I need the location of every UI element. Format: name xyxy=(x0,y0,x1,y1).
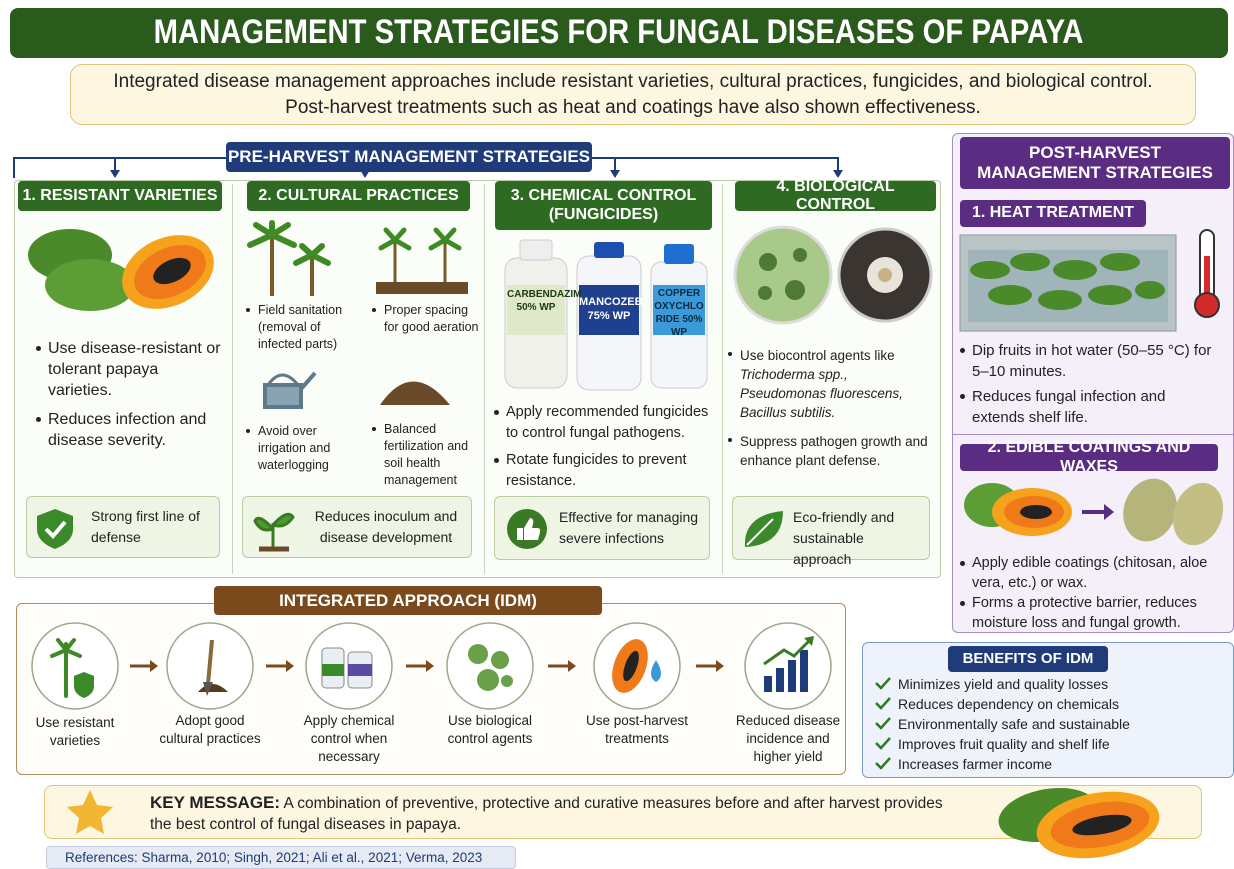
footer-box: Eco-friendly and sustainable approach xyxy=(732,496,930,560)
bullet-text: Reduces fungal infection and extends she… xyxy=(972,388,1165,426)
bullet-text: Apply recommended fungicides to control … xyxy=(506,404,708,441)
bullet-dot xyxy=(494,410,499,415)
practice-text: Balanced fertilization and soil health m… xyxy=(384,422,468,487)
sprout-icon xyxy=(255,507,256,508)
bullet-text: Reduces infection and disease severity. xyxy=(48,411,206,449)
bullet: Use biocontrol agents like Trichoderma s… xyxy=(726,346,936,422)
divider xyxy=(484,184,485,574)
bullet: Rotate fungicides to prevent resistance. xyxy=(492,450,714,492)
papaya-illustration xyxy=(0,0,1,1)
bullet-dot xyxy=(728,438,732,442)
bullet: Apply edible coatings (chitosan, aloe ve… xyxy=(958,553,1218,593)
idm-step: Apply chemical control when necessary xyxy=(292,712,406,766)
bullet-dot xyxy=(960,348,965,353)
footer-text: Eco-friendly and sustainable approach xyxy=(793,507,925,570)
idm-panel xyxy=(16,603,846,775)
practice-text: Avoid over irrigation and waterlogging xyxy=(258,424,330,472)
title: MANAGEMENT STRATEGIES FOR FUNGAL DISEASE… xyxy=(154,13,1084,52)
agents: Trichoderma spp., Pseudomonas fluorescen… xyxy=(740,367,903,420)
section-title: 2. EDIBLE COATINGS AND WAXES xyxy=(960,444,1218,471)
benefit: Reduces dependency on chemicals xyxy=(898,694,1130,714)
leaf-icon xyxy=(743,509,744,510)
page: MANAGEMENT STRATEGIES FOR FUNGAL DISEASE… xyxy=(0,0,1234,869)
benefits-title: BENEFITS OF IDM xyxy=(948,646,1108,672)
footer-box: Strong first line of defense xyxy=(26,496,220,558)
bullet-text: Dip fruits in hot water (50–55 °C) for 5… xyxy=(972,342,1211,380)
bullet-text: Suppress pathogen growth and enhance pla… xyxy=(740,434,928,468)
shield-icon xyxy=(37,509,38,510)
column-title: 4. BIOLOGICAL CONTROL xyxy=(735,181,936,211)
section-title: 1. HEAT TREATMENT xyxy=(960,200,1146,227)
footer-box: Effective for managing severe infections xyxy=(494,496,710,560)
bullet-text: Rotate fungicides to prevent resistance. xyxy=(506,452,687,489)
bullet-dot xyxy=(246,429,250,433)
key-message: KEY MESSAGE: A combination of preventive… xyxy=(150,792,950,835)
footer-text: Strong first line of defense xyxy=(91,506,211,548)
benefit: Environmentally safe and sustainable xyxy=(898,714,1130,734)
divider xyxy=(953,434,1233,435)
bullet-text: Use disease-resistant or tolerant papaya… xyxy=(48,340,221,399)
key-message-label: KEY MESSAGE: xyxy=(150,793,280,812)
column-title: 2. CULTURAL PRACTICES xyxy=(247,181,470,211)
footer-box: Reduces inoculum and disease development xyxy=(242,496,472,558)
practice: Avoid over irrigation and waterlogging xyxy=(244,423,364,474)
idm-step: Adopt good cultural practices xyxy=(158,712,262,748)
practice: Proper spacing for good aeration xyxy=(370,302,482,336)
bullet: Suppress pathogen growth and enhance pla… xyxy=(726,432,936,470)
bullet-dot xyxy=(36,417,41,422)
bullet-dot xyxy=(372,427,376,431)
benefit: Increases farmer income xyxy=(898,754,1130,774)
practice: Field sanitation (removal of infected pa… xyxy=(244,302,364,353)
intro: Integrated disease management approaches… xyxy=(70,64,1196,125)
column-title: 3. CHEMICAL CONTROL (FUNGICIDES) xyxy=(495,181,712,230)
footer-text: Reduces inoculum and disease development xyxy=(303,506,469,548)
idm-step: Use biological control agents xyxy=(440,712,540,748)
idm-step: Reduced disease incidence and higher yie… xyxy=(728,712,848,766)
practice-text: Proper spacing for good aeration xyxy=(384,303,479,334)
bullet-dot xyxy=(246,308,250,312)
thumbs-up-icon xyxy=(507,509,508,510)
bullet-text: Use biocontrol agents like xyxy=(740,348,895,363)
divider xyxy=(722,184,723,574)
bullet-dot xyxy=(960,601,965,606)
pre-harvest-title: PRE-HARVEST MANAGEMENT STRATEGIES xyxy=(226,142,592,172)
benefits-list: Minimizes yield and quality losses Reduc… xyxy=(898,674,1130,774)
bullet-dot xyxy=(494,458,499,463)
benefit: Improves fruit quality and shelf life xyxy=(898,734,1130,754)
idm-title: INTEGRATED APPROACH (IDM) xyxy=(214,586,602,615)
bullet-text: Forms a protective barrier, reduces mois… xyxy=(972,595,1197,631)
bullet: Use disease-resistant or tolerant papaya… xyxy=(34,338,224,401)
bullet: Forms a protective barrier, reduces mois… xyxy=(958,593,1220,633)
idm-step: Use resistant varieties xyxy=(20,714,130,750)
bullet: Apply recommended fungicides to control … xyxy=(492,402,714,444)
references: References: Sharma, 2010; Singh, 2021; A… xyxy=(46,846,516,869)
practice-text: Field sanitation (removal of infected pa… xyxy=(258,303,342,351)
title-bar: MANAGEMENT STRATEGIES FOR FUNGAL DISEASE… xyxy=(10,8,1228,58)
practice: Balanced fertilization and soil health m… xyxy=(370,421,482,489)
post-harvest-title: POST-HARVEST MANAGEMENT STRATEGIES xyxy=(960,137,1230,189)
column-title: 1. RESISTANT VARIETIES xyxy=(18,181,222,211)
bullet-dot xyxy=(372,308,376,312)
bottle-label: COPPER OXYCHLORIDE 50% WP xyxy=(653,287,705,339)
divider xyxy=(232,184,233,574)
bullet-text: Apply edible coatings (chitosan, aloe ve… xyxy=(972,555,1207,591)
bullet-dot xyxy=(728,352,732,356)
benefit: Minimizes yield and quality losses xyxy=(898,674,1130,694)
bullet: Dip fruits in hot water (50–55 °C) for 5… xyxy=(958,340,1216,382)
bottle-label: CARBENDAZIM 50% WP xyxy=(507,288,565,314)
bullet: Reduces fungal infection and extends she… xyxy=(958,386,1216,428)
idm-step: Use post-harvest treatments xyxy=(580,712,694,748)
footer-text: Effective for managing severe infections xyxy=(559,507,705,549)
bullet-dot xyxy=(960,394,965,399)
bullet: Reduces infection and disease severity. xyxy=(34,409,224,451)
bullet-dot xyxy=(960,561,965,566)
bottle-label: MANCOZEB 75% WP xyxy=(579,295,639,323)
bullet-dot xyxy=(36,346,41,351)
